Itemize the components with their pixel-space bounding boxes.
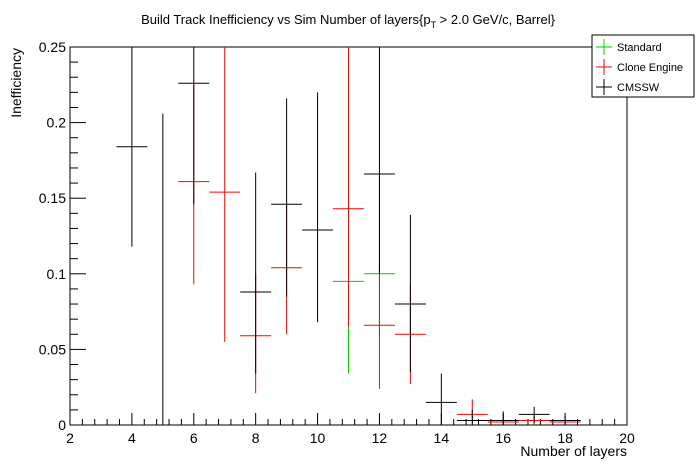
chart-title-main: Build Track Inefficiency vs Sim Number o… xyxy=(141,12,419,27)
x-tick-label: 12 xyxy=(372,430,388,446)
y-axis-title: Inefficiency xyxy=(8,48,24,118)
data-point xyxy=(518,406,550,424)
chart-title: Build Track Inefficiency vs Sim Number o… xyxy=(141,12,556,30)
data-point xyxy=(549,415,581,425)
x-tick-label: 8 xyxy=(252,430,260,446)
legend-label: CMSSW xyxy=(617,82,660,94)
series-standard xyxy=(333,175,395,374)
x-tick-label: 18 xyxy=(557,430,573,446)
data-point xyxy=(363,266,395,389)
x-tick-label: 6 xyxy=(190,430,198,446)
data-point xyxy=(456,409,488,425)
x-tick-label: 14 xyxy=(434,430,450,446)
y-tick-label: 0 xyxy=(58,417,66,433)
y-tick-label: 0.15 xyxy=(39,190,66,206)
data-point xyxy=(178,47,210,205)
data-point xyxy=(394,214,426,373)
legend: Standard Clone Engine CMSSW xyxy=(591,34,695,98)
data-point xyxy=(116,47,148,247)
x-tick-label: 4 xyxy=(128,430,136,446)
x-axis-title: Number of layers xyxy=(520,443,627,459)
data-point xyxy=(333,47,364,327)
data-point xyxy=(147,113,179,426)
x-tick-label: 10 xyxy=(310,430,326,446)
y-tick-label: 0.25 xyxy=(39,39,66,55)
x-tick-label: 20 xyxy=(619,430,635,446)
series-cmssw xyxy=(116,47,581,426)
data-point xyxy=(425,373,457,425)
y-tick-label: 0.2 xyxy=(47,115,67,131)
data-point xyxy=(487,411,519,425)
data-point xyxy=(363,47,395,274)
y-tick-label: 0.05 xyxy=(39,341,66,357)
data-point xyxy=(271,98,303,297)
x-tick-label: 2 xyxy=(66,430,74,446)
x-tick-label: 16 xyxy=(495,430,511,446)
data-point xyxy=(302,92,334,323)
chart-title-subscript: T xyxy=(431,20,437,30)
chart-title-rest: > 2.0 GeV/c, Barrel} xyxy=(436,12,556,27)
data-point xyxy=(209,47,241,342)
y-tick-label: 0.1 xyxy=(47,266,67,282)
legend-label: Standard xyxy=(617,42,662,54)
data-point xyxy=(240,172,272,374)
legend-label: Clone Engine xyxy=(617,62,683,74)
chart-title-open: {p xyxy=(419,12,431,27)
